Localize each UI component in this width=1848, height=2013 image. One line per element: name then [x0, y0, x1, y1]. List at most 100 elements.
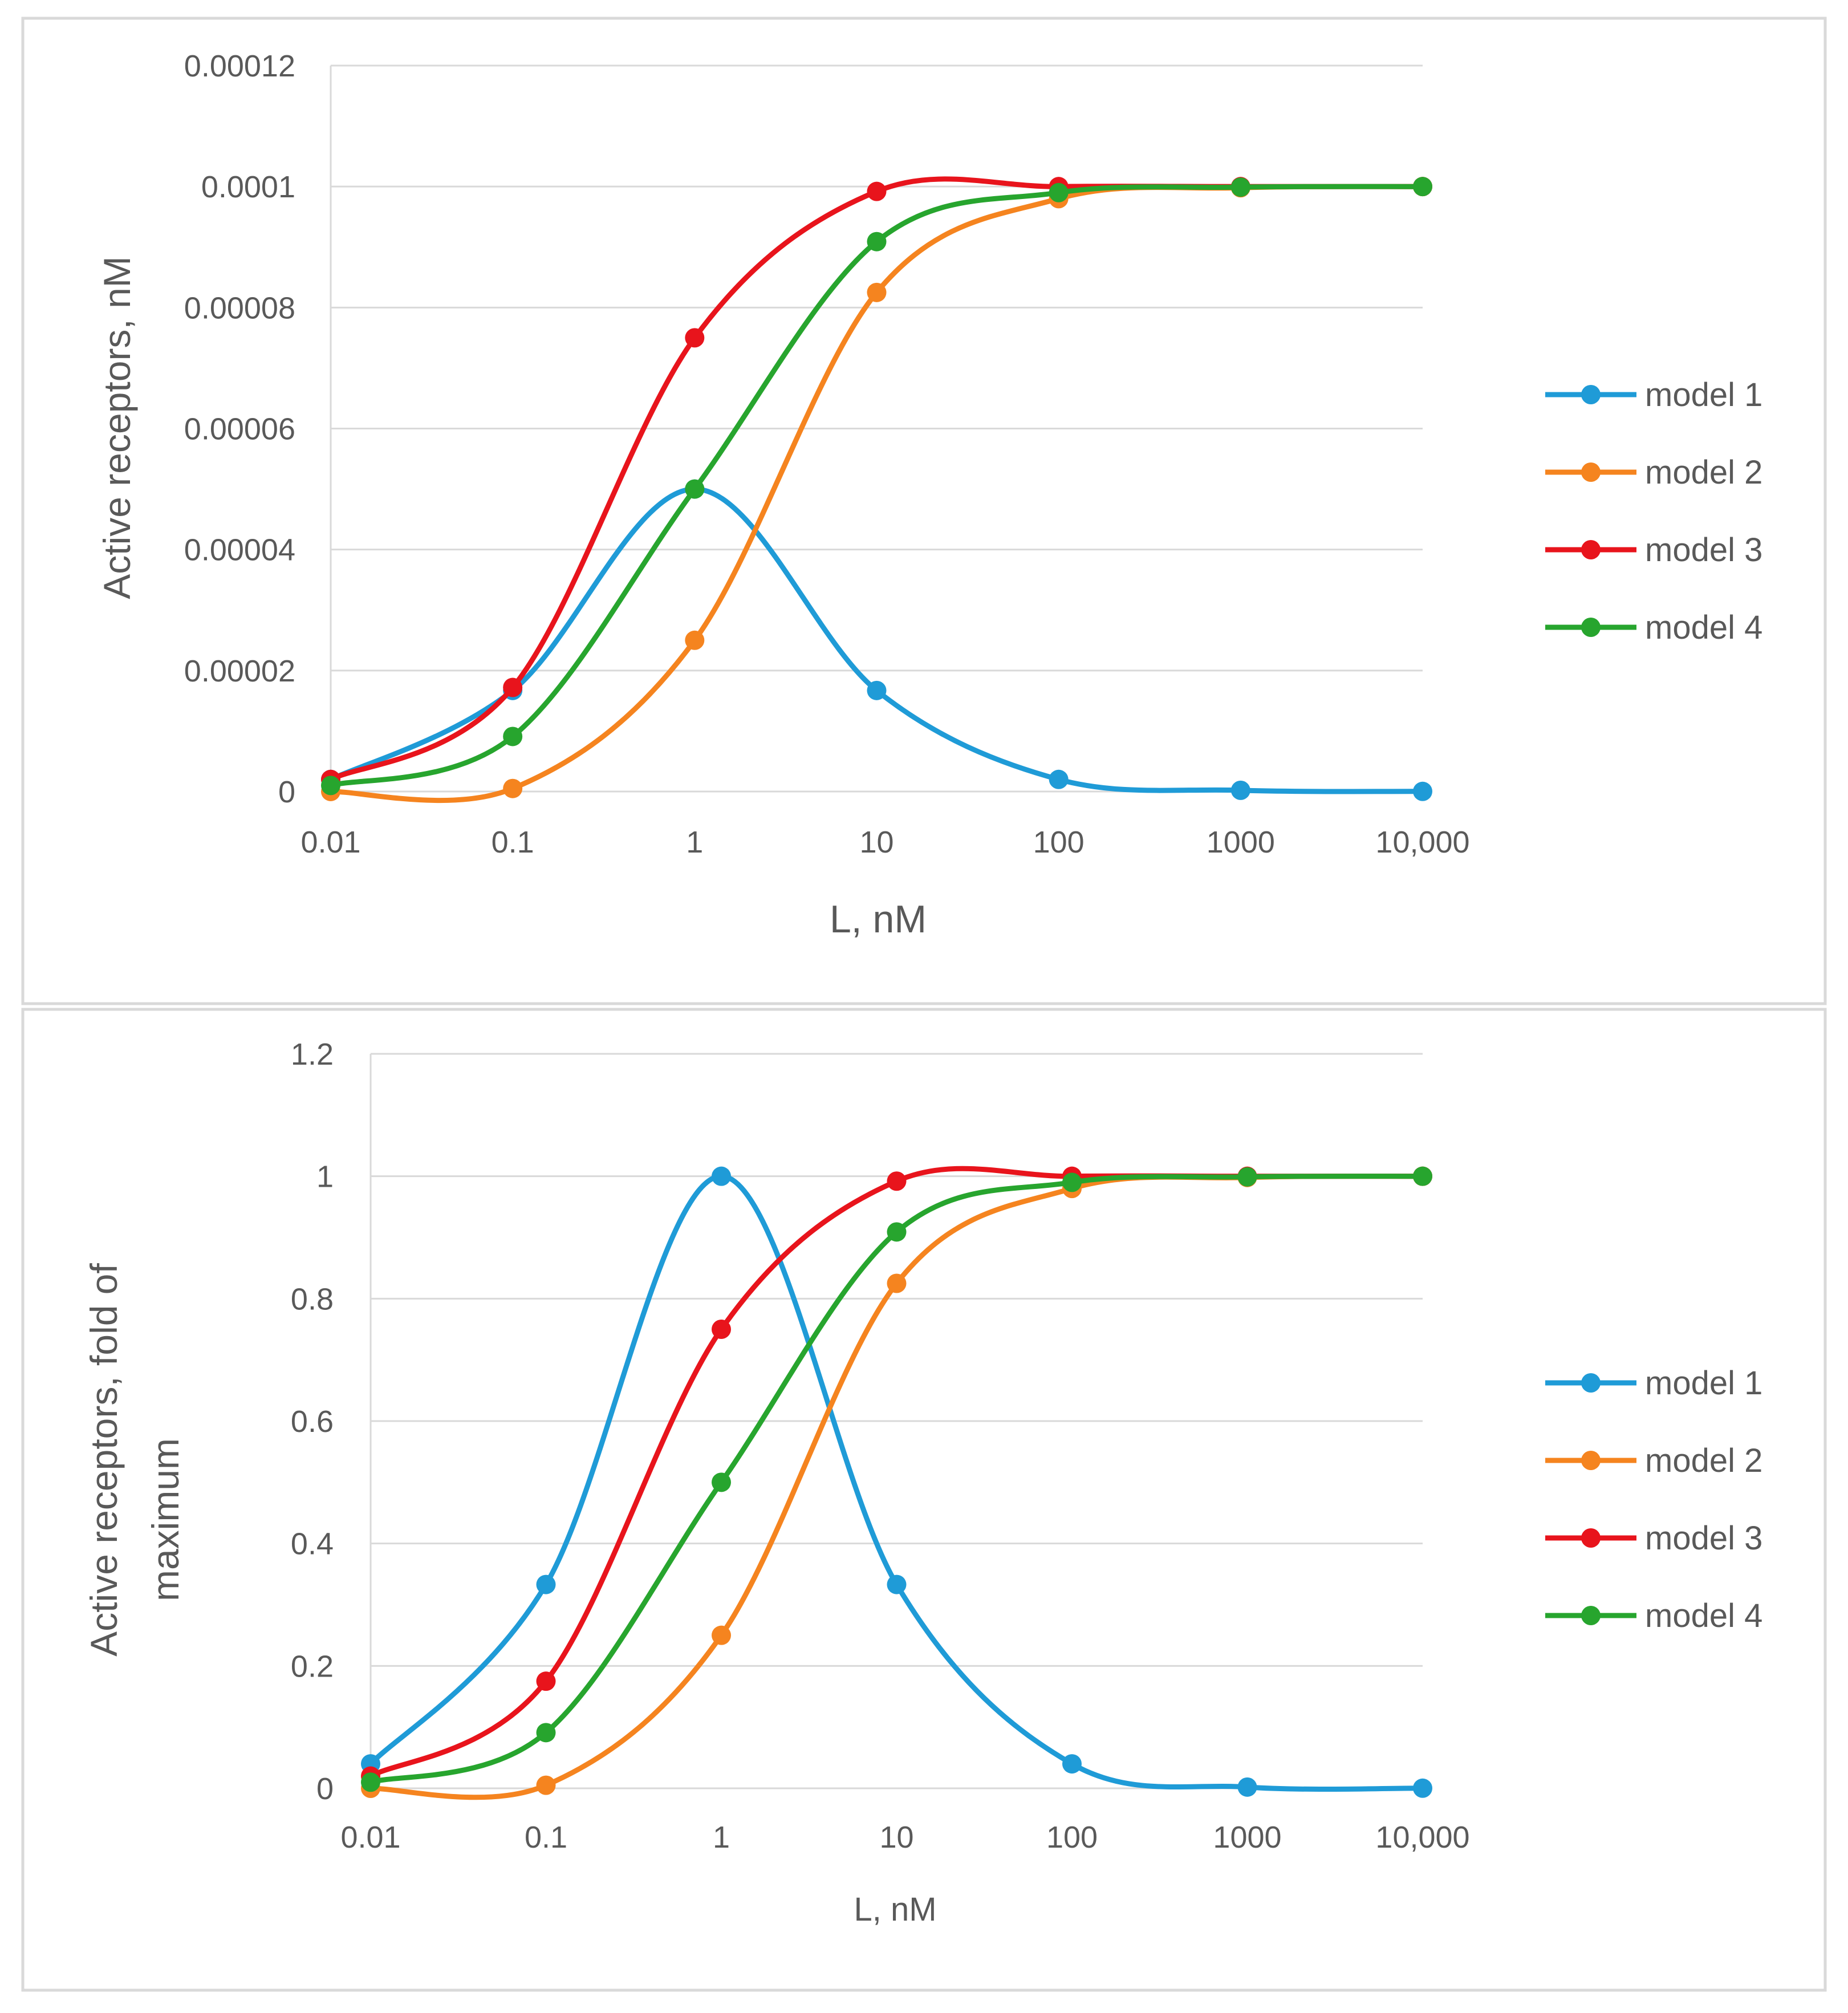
chart-bottom-y-tick-label: 0.8 — [291, 1282, 334, 1316]
chart-top-data-point — [867, 232, 887, 251]
chart-top-legend-swatch-marker — [1581, 618, 1601, 637]
chart-top-legend-swatch-marker — [1581, 385, 1601, 404]
bottom-panel-border — [21, 1008, 1827, 1992]
chart-bottom-data-point — [712, 1320, 731, 1339]
chart-bottom-series — [361, 1166, 1432, 1800]
chart-bottom-data-point — [887, 1222, 907, 1242]
chart-top-legend-entry: model 1 — [1545, 376, 1762, 413]
chart-top-y-axis-title: Active receptors, nM — [96, 256, 138, 599]
chart-top-legend-label: model 1 — [1645, 376, 1762, 413]
chart-bottom-legend-label: model 1 — [1645, 1365, 1762, 1402]
chart-bottom-legend-label: model 4 — [1645, 1597, 1762, 1634]
chart-bottom-legend-entry: model 2 — [1545, 1442, 1762, 1479]
chart-bottom-data-point — [712, 1472, 731, 1492]
chart-bottom-legend-swatch-marker — [1581, 1528, 1601, 1548]
chart-bottom-x-axis-title: L, nM — [854, 1891, 936, 1928]
chart-top-data-point — [685, 479, 705, 499]
chart-bottom-data-point — [361, 1772, 380, 1792]
chart-bottom-legend-entry: model 4 — [1545, 1597, 1762, 1634]
chart-top-data-point — [1049, 182, 1069, 202]
chart-bottom-data-point — [536, 1574, 556, 1594]
chart-top-y-tick-label: 0.00004 — [184, 533, 295, 567]
chart-bottom-data-point — [536, 1671, 556, 1691]
chart-bottom-x-tick-label: 100 — [1046, 1820, 1098, 1854]
chart-top-y-tick-label: 0.00012 — [184, 49, 295, 83]
chart-bottom-y-tick-label: 1.2 — [291, 1037, 334, 1072]
chart-top-data-point — [1230, 780, 1250, 800]
chart-bottom-y-tick-label: 0 — [316, 1772, 334, 1806]
chart-top-x-tick-label: 0.1 — [492, 825, 534, 859]
chart-top-data-point — [867, 680, 887, 700]
chart-bottom-data-point — [887, 1574, 907, 1594]
chart-top-series-model-4 — [321, 177, 1432, 796]
chart-bottom-y-tick-label: 0.2 — [291, 1649, 334, 1683]
chart-top-data-point — [1049, 769, 1069, 789]
chart-bottom-x-tick-label: 0.1 — [525, 1820, 567, 1854]
chart-top-x-axis-title: L, nM — [830, 898, 927, 941]
chart-bottom-data-point — [1413, 1166, 1432, 1186]
chart-bottom-y-tick-label: 0.4 — [291, 1527, 334, 1561]
chart-bottom-series-model-4 — [361, 1166, 1432, 1792]
chart-top-x-tick-labels: 0.01 0.1 1 10 100 1000 10,000 — [300, 825, 1469, 859]
chart-top-y-tick-label: 0.00008 — [184, 291, 295, 325]
chart-bottom-data-point — [1062, 1172, 1082, 1192]
chart-top-y-tick-label: 0 — [278, 775, 295, 809]
chart-bottom-x-tick-label: 10,000 — [1375, 1820, 1469, 1854]
chart-top-legend-swatch-marker — [1581, 540, 1601, 559]
chart-top-x-tick-label: 1000 — [1207, 825, 1275, 859]
chart-top-data-point — [867, 282, 887, 302]
chart-bottom: 0 0.2 0.4 0.6 0.8 1 1.2 0.01 0.1 1 10 10… — [83, 1037, 1762, 1928]
chart-bottom-series-line — [368, 1174, 1425, 1785]
chart-bottom-y-axis-title-line2: maximum — [144, 1438, 186, 1601]
chart-top-data-point — [867, 181, 887, 201]
chart-bottom-data-point — [1237, 1777, 1257, 1797]
chart-bottom-y-axis-title-line1: Active receptors, fold of — [83, 1263, 125, 1657]
chart-bottom-gridlines — [371, 1053, 1423, 1789]
chart-bottom-data-point — [1062, 1754, 1082, 1774]
chart-bottom-data-point — [712, 1625, 731, 1645]
chart-top-x-tick-label: 0.01 — [300, 825, 360, 859]
chart-bottom-legend: model 1 model 2 model 3 model 4 — [1545, 1365, 1762, 1634]
chart-top-legend: model 1 model 2 model 3 model 4 — [1545, 376, 1762, 646]
chart-top-legend-entry: model 2 — [1545, 454, 1762, 491]
chart-top-data-point — [503, 778, 523, 798]
chart-bottom-y-tick-label: 0.6 — [291, 1405, 334, 1439]
chart-top-data-point — [685, 328, 705, 348]
chart-top-x-tick-label: 10,000 — [1375, 825, 1469, 859]
chart-bottom-series-model-3 — [361, 1166, 1432, 1786]
chart-top-legend-entry: model 4 — [1545, 609, 1762, 646]
chart-bottom-data-point — [887, 1171, 907, 1191]
chart-top-legend-swatch-marker — [1581, 462, 1601, 482]
chart-bottom-data-point — [712, 1166, 731, 1186]
chart-bottom-legend-swatch-marker — [1581, 1373, 1601, 1393]
chart-top-legend-label: model 3 — [1645, 531, 1762, 569]
top-panel-border — [21, 17, 1827, 1005]
chart-bottom-data-point — [1413, 1778, 1432, 1798]
chart-top-data-point — [321, 776, 340, 796]
chart-bottom-legend-label: model 3 — [1645, 1520, 1762, 1557]
chart-top-legend-label: model 2 — [1645, 454, 1762, 491]
chart-top-data-point — [1413, 781, 1432, 801]
chart-top-data-point — [1230, 177, 1250, 197]
chart-bottom-x-tick-label: 10 — [879, 1820, 913, 1854]
chart-bottom-y-tick-label: 1 — [316, 1160, 334, 1194]
chart-top-y-tick-label: 0.00002 — [184, 654, 295, 688]
chart-bottom-data-point — [536, 1775, 556, 1795]
chart-bottom-x-tick-label: 1000 — [1213, 1820, 1281, 1854]
chart-bottom-x-tick-label: 0.01 — [340, 1820, 400, 1854]
chart-bottom-series-model-1 — [361, 1166, 1432, 1798]
chart-top-y-tick-labels: 0 0.00002 0.00004 0.00006 0.00008 0.0001… — [184, 49, 295, 809]
chart-top-x-tick-label: 1 — [686, 825, 703, 859]
chart-top-data-point — [503, 677, 523, 697]
chart-bottom-series-model-2 — [361, 1166, 1432, 1800]
chart-top-x-tick-label: 10 — [859, 825, 893, 859]
chart-top: 0 0.00002 0.00004 0.00006 0.00008 0.0001… — [96, 49, 1762, 941]
chart-top-y-tick-label: 0.00006 — [184, 412, 295, 447]
chart-top-data-point — [503, 727, 523, 746]
chart-top-x-tick-label: 100 — [1033, 825, 1085, 859]
chart-bottom-data-point — [1237, 1167, 1257, 1187]
chart-bottom-legend-swatch-marker — [1581, 1451, 1601, 1470]
chart-top-legend-entry: model 3 — [1545, 531, 1762, 569]
chart-bottom-x-tick-labels: 0.01 0.1 1 10 100 1000 10,000 — [340, 1820, 1469, 1854]
